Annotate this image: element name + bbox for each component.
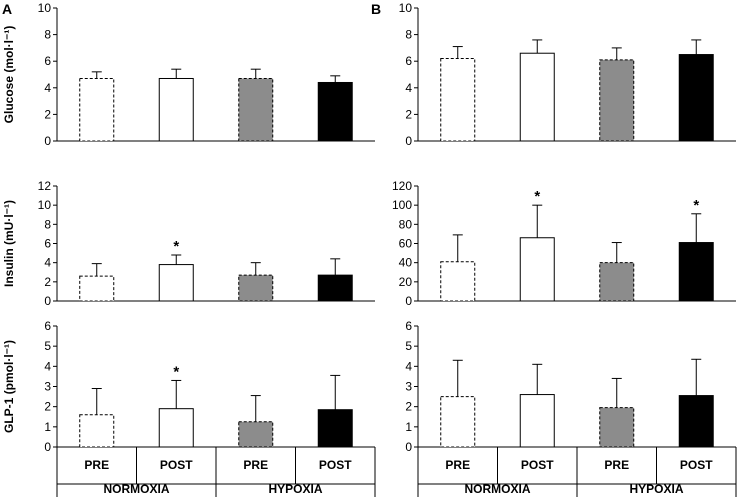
chart-b-glucose-y-tick-label: 4 xyxy=(405,81,412,95)
chart-b-insulin-bar xyxy=(519,237,555,302)
chart-b-glucose-bar xyxy=(519,52,555,142)
table-a-category-label: PRE xyxy=(84,458,109,472)
chart-a-glp1-bar xyxy=(158,408,194,448)
chart-b-insulin-significance-asterisk: * xyxy=(693,197,699,214)
chart-b-glp1-y-tick-label: 6 xyxy=(405,319,412,333)
chart-a-insulin-y-tick-label: 2 xyxy=(44,275,51,289)
chart-a-glucose-bar xyxy=(238,77,274,142)
chart-a-glp1-y-label: GLP-1 (pmol·l⁻¹) xyxy=(2,340,16,433)
chart-a-glucose-y-tick-label: 2 xyxy=(44,107,51,121)
chart-b-glp1-y-tick-label: 1 xyxy=(405,420,412,434)
chart-b-glucose-y-tick-label: 6 xyxy=(405,54,412,68)
table-b-category-label: PRE xyxy=(445,458,470,472)
chart-a-insulin-significance-asterisk: * xyxy=(173,238,179,255)
chart-a-glucose-bar xyxy=(79,77,115,142)
chart-a-glucose-bar xyxy=(158,77,194,142)
chart-b-insulin-y-tick-label: 80 xyxy=(399,217,413,231)
chart-b-insulin-significance-asterisk: * xyxy=(534,188,540,205)
chart-a-glp1-y-tick-label: 4 xyxy=(44,359,51,373)
chart-b-glucose-y-tick-label: 2 xyxy=(405,107,412,121)
chart-a-glp1-bar xyxy=(238,421,274,448)
table-b-group-label: HYPOXIA xyxy=(629,482,683,496)
chart-b-glp1-y-tick-label: 2 xyxy=(405,400,412,414)
chart-b-insulin-bar xyxy=(678,242,714,302)
chart-a-insulin-bar xyxy=(317,274,353,302)
table-b-category-label: PRE xyxy=(604,458,629,472)
table-a-category-label: POST xyxy=(319,458,352,472)
chart-b-glucose-y-tick-label: 8 xyxy=(405,28,412,42)
chart-b-insulin-y-tick-label: 60 xyxy=(399,237,413,251)
chart-a-glp1-y-tick-label: 0 xyxy=(44,440,51,454)
chart-b-glp1-bar xyxy=(519,394,555,448)
chart-b-glp1-y-tick-label: 0 xyxy=(405,440,412,454)
chart-a-glp1-y-tick-label: 3 xyxy=(44,380,51,394)
chart-a-insulin-bar xyxy=(238,274,274,302)
chart-b-glp1-bar xyxy=(678,395,714,448)
chart-b-glp1-y-tick-label: 5 xyxy=(405,339,412,353)
chart-a-insulin-y-tick-label: 6 xyxy=(44,237,51,251)
chart-b-glucose-y-tick-label: 10 xyxy=(399,1,413,15)
chart-a-glp1-y-tick-label: 1 xyxy=(44,420,51,434)
chart-b-glucose-y-tick-label: 0 xyxy=(405,134,412,148)
chart-b-insulin-bar xyxy=(440,261,476,302)
chart-a-insulin-y-tick-label: 0 xyxy=(44,294,51,308)
chart-b-glp1-y-tick-label: 3 xyxy=(405,380,412,394)
chart-a-insulin-y-tick-label: 12 xyxy=(38,179,52,193)
chart-a-glp1-bar xyxy=(79,414,115,448)
chart-b-insulin-y-tick-label: 0 xyxy=(405,294,412,308)
chart-a-glp1-bar xyxy=(317,409,353,448)
panel-label-a: A xyxy=(2,1,12,17)
chart-a-glucose-y-tick-label: 10 xyxy=(38,1,52,15)
chart-b-insulin-y-tick-label: 20 xyxy=(399,275,413,289)
table-a-category-label: POST xyxy=(160,458,193,472)
table-b-category-label: POST xyxy=(680,458,713,472)
table-b-category-label: POST xyxy=(521,458,554,472)
chart-a-insulin-y-tick-label: 4 xyxy=(44,256,51,270)
panel-label-b: B xyxy=(371,1,381,17)
chart-a-glp1-y-tick-label: 6 xyxy=(44,319,51,333)
chart-a-glucose-y-tick-label: 6 xyxy=(44,54,51,68)
chart-a-insulin-bar xyxy=(79,275,115,302)
table-a-group-label: NORMOXIA xyxy=(104,482,170,496)
chart-a-insulin-y-tick-label: 8 xyxy=(44,217,51,231)
table-b-group-label: NORMOXIA xyxy=(465,482,531,496)
chart-a-insulin-y-tick-label: 10 xyxy=(38,198,52,212)
chart-a-insulin-bar xyxy=(158,264,194,302)
chart-b-glp1-bar xyxy=(599,407,635,448)
chart-b-insulin-y-tick-label: 120 xyxy=(392,179,412,193)
chart-a-glucose-bar xyxy=(317,81,353,142)
chart-a-insulin-y-label: Insulin (mU·l⁻¹) xyxy=(2,200,16,287)
chart-a-glp1-y-tick-label: 5 xyxy=(44,339,51,353)
chart-a-glucose-y-label: Glucose (mol·l⁻¹) xyxy=(2,26,16,124)
chart-b-insulin-y-tick-label: 100 xyxy=(392,198,412,212)
table-a-category-label: PRE xyxy=(243,458,268,472)
chart-a-glucose-y-tick-label: 8 xyxy=(44,28,51,42)
chart-b-glucose-bar xyxy=(678,54,714,142)
chart-a-glp1-y-tick-label: 2 xyxy=(44,400,51,414)
chart-b-glucose-bar xyxy=(599,59,635,142)
chart-a-glp1-significance-asterisk: * xyxy=(173,363,179,380)
table-a-group-label: HYPOXIA xyxy=(268,482,322,496)
chart-b-glp1-bar xyxy=(440,396,476,448)
chart-b-glucose-bar xyxy=(440,58,476,142)
chart-b-insulin-bar xyxy=(599,262,635,302)
chart-a-glucose-y-tick-label: 0 xyxy=(44,134,51,148)
chart-a-glucose-y-tick-label: 4 xyxy=(44,81,51,95)
chart-b-insulin-y-tick-label: 40 xyxy=(399,256,413,270)
chart-b-glp1-y-tick-label: 4 xyxy=(405,359,412,373)
